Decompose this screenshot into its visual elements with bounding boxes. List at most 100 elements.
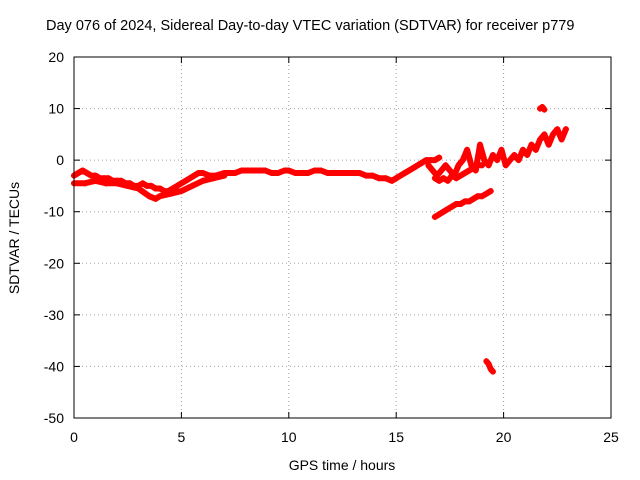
data-point [489,151,496,158]
data-point [541,106,548,113]
y-tick-label: -10 [44,204,64,220]
data-series [483,358,496,375]
chart-title: Day 076 of 2024, Sidereal Day-to-day VTE… [46,18,575,34]
data-point [459,157,466,164]
data-point [461,170,468,177]
data-point [113,180,120,187]
data-point [105,175,112,182]
data-point [174,182,181,189]
data-point [356,170,363,177]
data-point [489,368,496,375]
data-layer [71,104,569,375]
data-point [388,177,395,184]
data-point [152,195,159,202]
data-point [376,175,383,182]
y-tick-label: -40 [44,358,64,374]
y-tick-label: 20 [48,49,64,65]
data-point [298,170,305,177]
data-point [550,131,557,138]
data-point [494,157,501,164]
data-point [210,175,217,182]
data-point [449,172,456,179]
data-series [431,162,486,184]
data-point [92,177,99,184]
data-point [440,175,447,182]
plot-frame [73,56,612,419]
data-point [502,162,509,169]
data-point [541,131,548,138]
data-point [446,167,453,174]
data-point [275,170,282,177]
y-axis-label: SDTVAR / TECUs [6,182,22,294]
data-point [81,180,88,187]
data-point [464,146,471,153]
data-point [79,167,86,174]
data-point [537,136,544,143]
data-point [515,157,522,164]
data-point [382,175,389,182]
data-point [242,167,249,174]
data-point [524,151,531,158]
data-point [418,159,425,166]
data-point [148,182,155,189]
data-point [442,162,449,169]
x-tick-label: 10 [281,429,297,445]
x-tick-label: 20 [496,429,512,445]
data-point [406,167,413,174]
x-axis-label: GPS time / hours [289,457,396,473]
data-point [436,211,443,218]
data-point [470,164,477,171]
data-point [453,175,460,182]
series-trace [483,358,496,375]
data-point [262,167,269,174]
data-point [324,170,331,177]
data-point [562,126,569,133]
data-point [519,146,526,153]
data-point [425,162,432,169]
data-point [337,170,344,177]
data-point [103,180,110,187]
data-point [528,141,535,148]
data-point [189,182,196,189]
data-point [135,185,142,192]
data-point [221,172,228,179]
data-point [449,203,456,210]
data-point [438,167,445,174]
data-point [156,185,163,192]
data-point [431,213,438,220]
data-point [429,167,436,174]
data-point [545,141,552,148]
tick-layer: 0 5 10 15 20 25 -50 -40 -30 -20 -10 0 10 20 [44,49,619,445]
data-point [350,170,357,177]
data-point [318,167,325,174]
data-point [457,200,464,207]
data-point [532,146,539,153]
y-tick-label: 0 [56,152,64,168]
data-point [232,170,239,177]
data-point [191,172,198,179]
data-point [498,146,505,153]
grid-layer [74,57,611,418]
data-point [363,172,370,179]
data-point [485,360,492,367]
data-point [410,164,417,171]
data-point [414,162,421,169]
data-point [431,157,438,164]
data-point [199,177,206,184]
data-point [485,162,492,169]
data-point [479,193,486,200]
data-point [156,193,163,200]
y-tick-label: 10 [48,101,64,117]
data-series [71,172,228,202]
x-tick-label: 0 [70,429,78,445]
data-series [431,188,494,220]
data-point [481,157,488,164]
data-point [397,172,404,179]
data-point [457,172,464,179]
data-point [466,198,473,205]
x-tick-label: 5 [178,429,186,445]
data-point [444,206,451,213]
y-tick-label: -50 [44,410,64,426]
data-point [199,170,206,177]
